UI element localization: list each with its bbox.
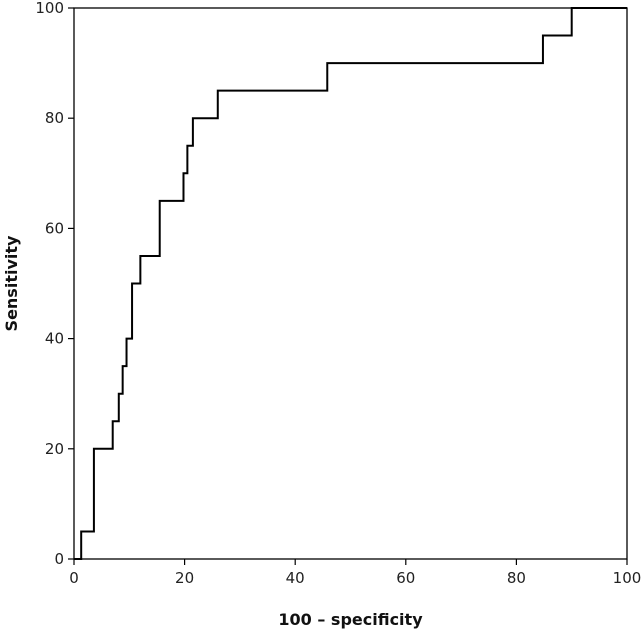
- x-tick-label: 100: [613, 569, 642, 587]
- x-tick-label: 60: [396, 569, 415, 587]
- chart-axes: [73, 7, 628, 560]
- y-tick-label: 20: [45, 440, 64, 458]
- y-tick-label: 80: [45, 109, 64, 127]
- x-tick-label: 40: [286, 569, 305, 587]
- x-axis-label: 100 – specificity: [278, 610, 423, 629]
- y-tick-label: 40: [45, 330, 64, 348]
- roc-curve-line: [74, 7, 627, 560]
- y-axis-label: Sensitivity: [2, 235, 21, 331]
- x-tick-label: 80: [507, 569, 526, 587]
- y-tick-label: 0: [54, 550, 64, 568]
- x-tick-label: 20: [175, 569, 194, 587]
- chart-ticks: 0 20 40 60 80 100 0 20 40 60 80 100: [35, 0, 641, 587]
- y-tick-label: 100: [35, 0, 64, 17]
- x-tick-label: 0: [69, 569, 79, 587]
- plot-frame: [73, 7, 628, 560]
- chart-series: [74, 7, 627, 560]
- y-tick-label: 60: [45, 219, 64, 237]
